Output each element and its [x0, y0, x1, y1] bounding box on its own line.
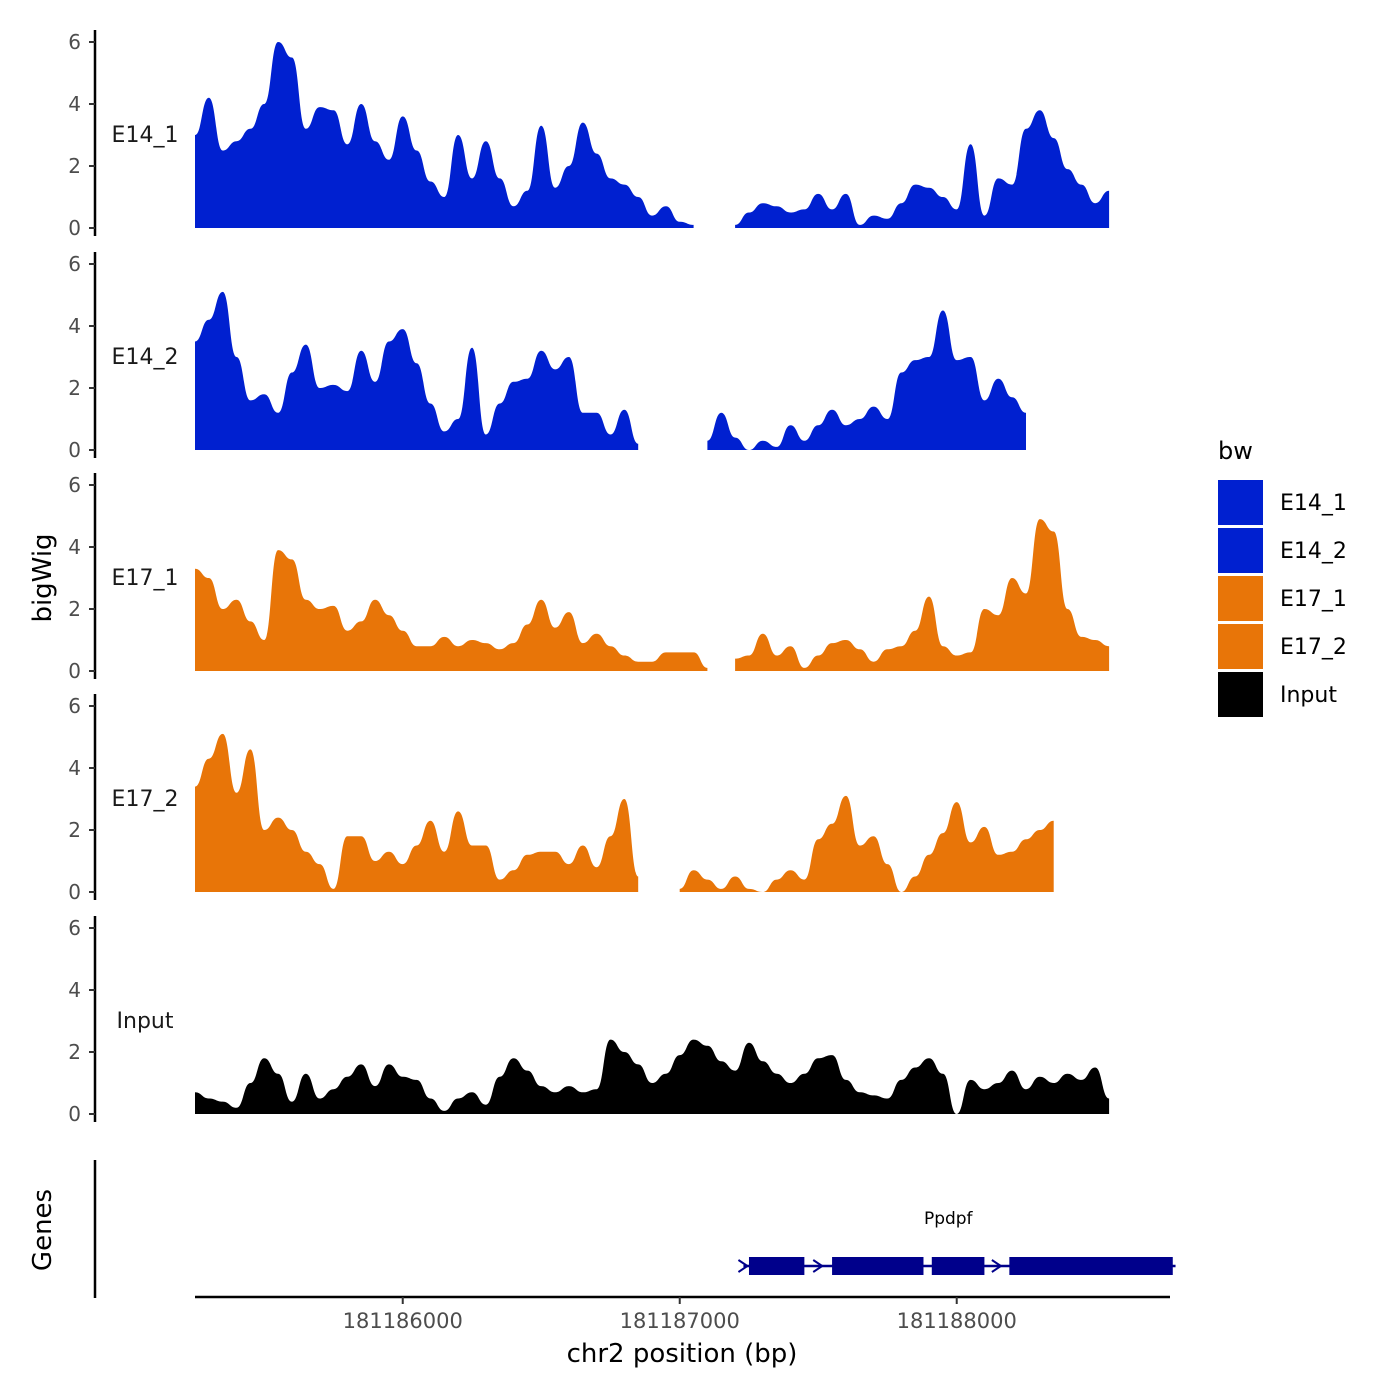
genes-axis-title: Genes — [28, 1189, 58, 1271]
genes-panel: Ppdpf — [93, 1160, 1176, 1298]
gene-exon — [1009, 1257, 1173, 1275]
legend-label: E17_1 — [1280, 587, 1347, 612]
y-tick-label: 2 — [68, 597, 81, 621]
signal-area — [679, 795, 1054, 892]
legend-swatch — [1218, 576, 1263, 621]
signal-tracks: 0 2 4 6 E14_1 0 2 4 6 E14_2 0 2 4 6 E17_1 0 2 4 6 E17_2 0 2 4 6… — [68, 30, 1110, 1126]
strand-arrow — [991, 1259, 1003, 1273]
y-tick-label: 2 — [68, 1040, 81, 1064]
y-tick-label: 6 — [68, 473, 81, 497]
track-e14-2: 0 2 4 6 E14_2 — [68, 252, 1026, 462]
y-tick-label: 0 — [68, 1102, 81, 1126]
signal-area — [707, 310, 1026, 450]
gene-exon — [748, 1257, 805, 1275]
legend-label: E14_1 — [1280, 491, 1347, 516]
legend-swatch — [1218, 672, 1263, 717]
strand-arrow — [737, 1259, 750, 1273]
signal-area — [735, 519, 1110, 671]
x-axis: 181186000 181187000 181188000 — [195, 1295, 1170, 1333]
y-tick-label: 4 — [68, 535, 81, 559]
track-e17-1: 0 2 4 6 E17_1 — [68, 473, 1110, 683]
x-tick-label: 181187000 — [620, 1309, 740, 1333]
signal-area — [195, 1039, 1110, 1114]
y-tick-label: 6 — [68, 916, 81, 940]
track-input: 0 2 4 6 Input — [68, 916, 1110, 1126]
x-tick-label: 181186000 — [343, 1309, 463, 1333]
signal-area — [195, 550, 708, 671]
track-label: Input — [117, 1009, 174, 1034]
strand-arrow — [812, 1259, 825, 1273]
x-tick-label: 181188000 — [897, 1309, 1017, 1333]
track-e17-2: 0 2 4 6 E17_2 — [68, 694, 1054, 904]
gene-name-label: Ppdpf — [924, 1209, 974, 1229]
legend-swatch — [1218, 624, 1263, 669]
gene-exon — [931, 1257, 985, 1275]
y-tick-label: 0 — [68, 438, 81, 462]
signal-area — [195, 733, 639, 892]
legend-title: bw — [1218, 437, 1253, 465]
y-tick-label: 0 — [68, 880, 81, 904]
track-e14-1: 0 2 4 6 E14_1 — [68, 30, 1110, 240]
y-tick-label: 4 — [68, 756, 81, 780]
y-axis-title: bigWig — [28, 533, 58, 622]
legend-swatch — [1218, 480, 1263, 525]
signal-area — [195, 291, 639, 450]
legend-swatch — [1218, 528, 1263, 573]
y-tick-label: 2 — [68, 154, 81, 178]
y-tick-label: 2 — [68, 818, 81, 842]
signal-area — [735, 110, 1110, 228]
y-tick-label: 4 — [68, 978, 81, 1002]
y-tick-label: 0 — [68, 216, 81, 240]
x-axis-title: chr2 position (bp) — [567, 1339, 798, 1369]
gene-ppdpf: Ppdpf — [737, 1209, 1176, 1275]
y-tick-label: 2 — [68, 376, 81, 400]
y-tick-label: 4 — [68, 92, 81, 116]
legend-label: Input — [1280, 683, 1337, 708]
track-label: E17_1 — [112, 566, 179, 591]
y-tick-label: 4 — [68, 314, 81, 338]
y-tick-label: 6 — [68, 252, 81, 276]
track-label: E14_2 — [112, 345, 179, 370]
gene-exon — [832, 1257, 924, 1275]
signal-area — [195, 42, 694, 228]
legend-label: E14_2 — [1280, 539, 1347, 564]
track-label: E14_1 — [112, 123, 179, 148]
track-label: E17_2 — [112, 787, 179, 812]
y-tick-label: 6 — [68, 30, 81, 54]
y-tick-label: 6 — [68, 694, 81, 718]
legend: bw E14_1 E14_2 E17_1 E17_2 Input — [1218, 437, 1347, 717]
legend-label: E17_2 — [1280, 635, 1347, 660]
y-tick-label: 0 — [68, 659, 81, 683]
